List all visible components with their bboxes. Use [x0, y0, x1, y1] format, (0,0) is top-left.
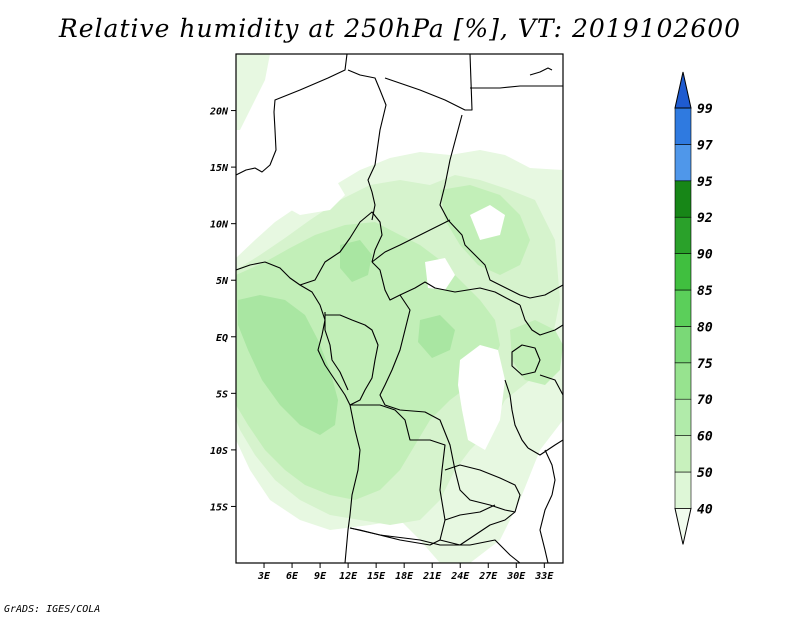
- colorbar-label: 60: [697, 430, 713, 445]
- lon-label: 21E: [422, 571, 442, 582]
- colorbar-swatch: [674, 471, 692, 509]
- rh-region-70c: [418, 315, 455, 358]
- colorbar-label: 99: [697, 102, 713, 117]
- lon-label: 18E: [395, 571, 414, 582]
- colorbar-label: 75: [697, 357, 713, 372]
- red-sea-coast: [529, 67, 553, 76]
- border-libya-sudan: [384, 54, 473, 111]
- lon-label: 24E: [450, 571, 470, 582]
- colorbar-label: 92: [697, 211, 713, 226]
- border-egypt: [470, 85, 563, 89]
- lat-label: 5S: [216, 389, 228, 400]
- coast-gabon: [299, 284, 351, 406]
- border-car: [371, 261, 521, 306]
- dry-pocket-central: [425, 258, 455, 290]
- map-frame: [235, 53, 564, 564]
- lon-label: 3E: [257, 571, 271, 582]
- dry-pocket-ne: [470, 205, 505, 240]
- border-congo-drc: [325, 314, 379, 406]
- colorbar-label: 97: [697, 138, 713, 153]
- map-axes: 20N 15N 10N 5N EQ 5S 10S 15S 3E 6E 9E 12E 15E 18E 21E 2…: [209, 107, 554, 582]
- chart-title: Relative humidity at 250hPa [%], VT: 201…: [58, 14, 742, 43]
- border-chad-sudan: [439, 114, 563, 299]
- lat-label: 10S: [210, 446, 228, 457]
- colorbar-swatch: [674, 144, 692, 182]
- border-tanzania: [527, 374, 563, 456]
- lon-label: 15E: [367, 571, 386, 582]
- lat-label: 15N: [210, 163, 229, 174]
- colorbar-label: 50: [697, 466, 713, 481]
- lon-label: 30E: [506, 571, 526, 582]
- colorbar-bottom-arrow: [674, 507, 692, 545]
- lat-label: 20N: [209, 107, 229, 118]
- lon-label: 12E: [339, 571, 358, 582]
- lon-label: 9E: [314, 571, 327, 582]
- colorbar-label: 40: [697, 502, 713, 517]
- colorbar-label: 70: [697, 393, 713, 408]
- rh-region-60: [236, 222, 500, 500]
- rh-region-70b: [340, 240, 372, 282]
- colorbar-swatch: [674, 216, 692, 254]
- colorbar-swatch: [674, 362, 692, 400]
- rh-region-40b: [236, 54, 270, 130]
- border-nigeria-cameroon: [236, 211, 383, 286]
- colorbar-label: 80: [697, 320, 713, 335]
- dry-pocket-east: [458, 345, 505, 450]
- lat-label: 5N: [216, 276, 229, 287]
- rh-region-70: [238, 295, 338, 435]
- lake-malawi: [544, 449, 556, 496]
- border-drc-east: [379, 294, 516, 513]
- lon-label: 27E: [478, 571, 498, 582]
- border-zambia: [439, 464, 521, 546]
- humidity-field: [236, 54, 563, 563]
- dry-pocket-north: [280, 175, 345, 215]
- colorbar-label: 90: [697, 248, 713, 263]
- colorbar-top-arrow: [674, 71, 692, 109]
- border-angola: [349, 404, 446, 546]
- colorbar-swatch: [674, 289, 692, 327]
- border-gabon-congo: [324, 312, 349, 391]
- lon-label: 33E: [534, 571, 554, 582]
- colorbar-swatch: [674, 180, 692, 218]
- lon-label: 6E: [286, 571, 299, 582]
- border-east-africa: [519, 304, 563, 336]
- border-south: [444, 504, 496, 521]
- colorbar-swatch: [674, 435, 692, 473]
- lake-victoria: [511, 344, 541, 376]
- border-chad-car: [371, 219, 451, 263]
- grads-credit: GrADS: IGES/COLA: [4, 604, 101, 615]
- lat-label: 15S: [210, 502, 228, 513]
- colorbar-swatch: [674, 253, 692, 291]
- lat-label: 10N: [210, 220, 229, 231]
- colorbar-swatch: [674, 326, 692, 364]
- colorbar-swatch: [674, 107, 692, 145]
- colorbar-label: 85: [697, 284, 713, 299]
- lat-label: EQ: [216, 333, 228, 344]
- border-niger-chad: [347, 69, 387, 221]
- border-namibia: [349, 527, 521, 563]
- colorbar-legend: 40 50 60 70 75 80 85 90 92 95 97 99: [674, 71, 713, 545]
- border-mozambique: [539, 494, 553, 563]
- coastline-west-africa: [236, 54, 348, 176]
- colorbar-swatch: [674, 398, 692, 436]
- coast-angola: [344, 404, 361, 563]
- colorbar-label: 95: [697, 175, 713, 190]
- country-boundaries: [236, 54, 563, 563]
- lake-tanganyika: [504, 379, 529, 449]
